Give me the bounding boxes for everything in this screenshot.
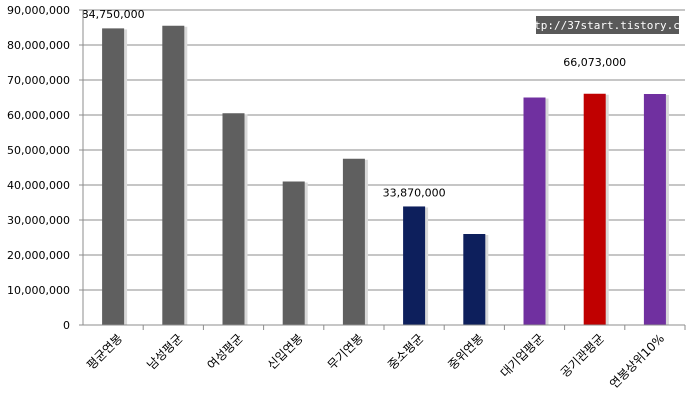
- x-tick-label: 공기관평균: [558, 331, 607, 380]
- x-tick-label: 중위연봉: [445, 331, 486, 372]
- watermark-background: [536, 16, 679, 34]
- bar: [102, 28, 125, 325]
- y-tick-label: 0: [63, 319, 70, 332]
- x-tick-label: 연봉상위10%: [607, 331, 667, 391]
- x-tick-label: 여성평균: [204, 331, 245, 372]
- y-tick-label: 20,000,000: [7, 249, 70, 262]
- x-tick-label: 신입연봉: [265, 331, 306, 372]
- x-tick-label: 대기업평균: [498, 331, 547, 380]
- y-tick-label: 40,000,000: [7, 179, 70, 192]
- y-tick-label: 70,000,000: [7, 74, 70, 87]
- bar: [403, 206, 426, 325]
- data-label: 84,750,000: [82, 8, 145, 21]
- bar: [643, 94, 666, 325]
- x-tick-label: 남성평균: [144, 331, 185, 372]
- y-tick-label: 80,000,000: [7, 39, 70, 52]
- x-tick-label: 무기연봉: [325, 331, 366, 372]
- data-label: 33,870,000: [383, 186, 446, 199]
- x-axis-labels: 평균연봉 남성평균 여성평균 신입연봉 무기연봉 중소평균 중위연봉 대기업평균 공기관평균 연봉…: [84, 325, 686, 391]
- data-label: 66,073,000: [563, 56, 626, 69]
- y-tick-label: 30,000,000: [7, 214, 70, 227]
- watermark: http://37start.tistory.com: [521, 16, 690, 34]
- bars: [102, 25, 669, 325]
- bar: [222, 113, 245, 325]
- bar: [523, 97, 546, 325]
- bar: [583, 93, 606, 325]
- y-tick-label: 90,000,000: [7, 4, 70, 17]
- bar: [342, 158, 365, 325]
- x-tick-label: 중소평균: [385, 331, 426, 372]
- bar: [162, 25, 185, 325]
- bar: [282, 181, 305, 325]
- data-labels: 84,750,000 33,870,000 66,073,000: [82, 8, 627, 199]
- y-axis-ticks: 0 10,000,000 20,000,000 30,000,000 40,000,00…: [7, 4, 83, 332]
- bar: [463, 234, 486, 325]
- watermark-text: http://37start.tistory.com: [521, 19, 690, 32]
- x-tick-label: 평균연봉: [84, 331, 125, 372]
- y-tick-label: 60,000,000: [7, 109, 70, 122]
- y-tick-label: 10,000,000: [7, 284, 70, 297]
- y-tick-label: 50,000,000: [7, 144, 70, 157]
